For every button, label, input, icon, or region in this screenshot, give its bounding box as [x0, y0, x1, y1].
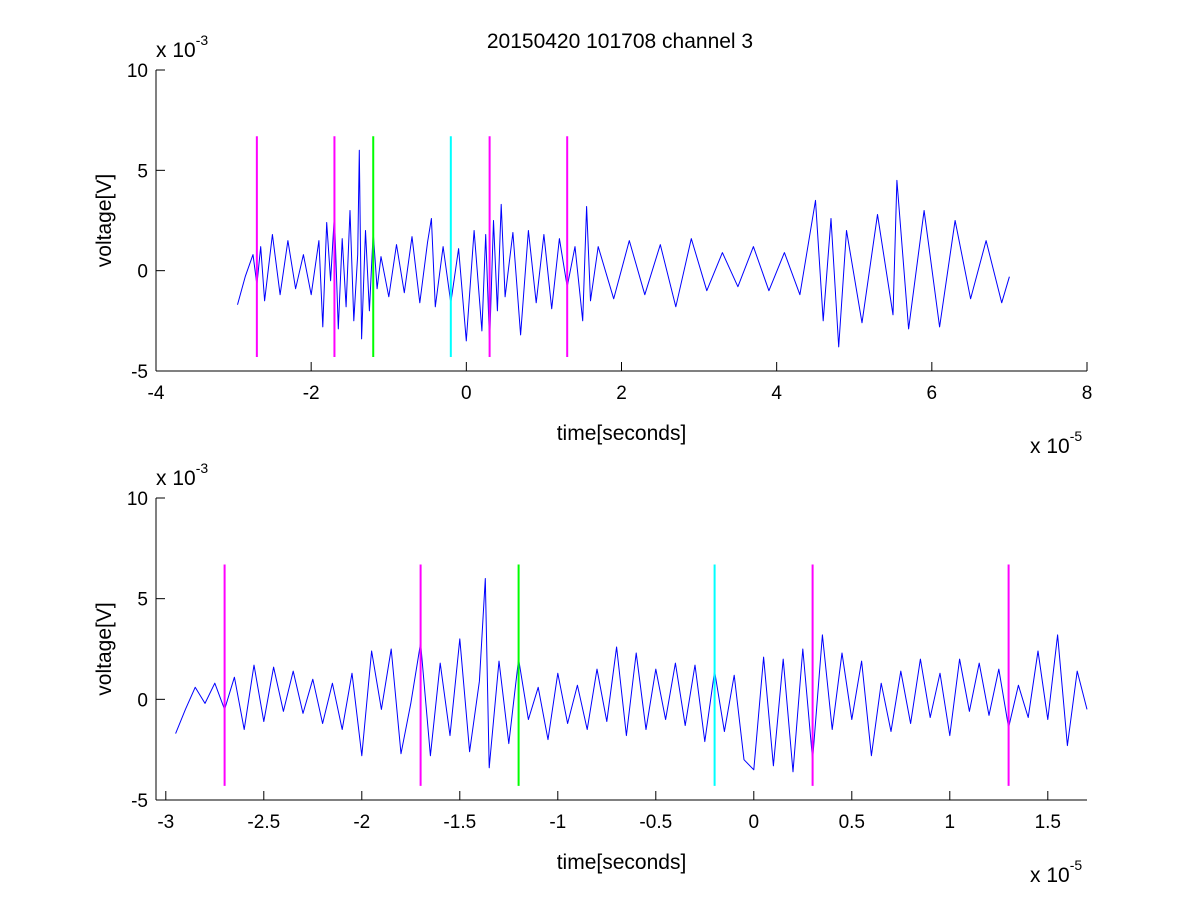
- x-tick-label: -1: [549, 812, 566, 833]
- x-tick-label: -4: [148, 383, 165, 404]
- x-multiplier-top: x 10-5: [1030, 428, 1082, 458]
- x-tick-label: -0.5: [639, 812, 672, 833]
- y-multiplier-top: x 10-3: [156, 32, 208, 62]
- y-tick-label: 5: [137, 161, 148, 182]
- y-multiplier-bottom: x 10-3: [156, 460, 208, 490]
- x-tick-label: -2: [303, 383, 320, 404]
- x-tick-label: 4: [771, 383, 782, 404]
- x-tick-label: 1.5: [1035, 812, 1061, 833]
- y-tick-label: -5: [131, 791, 148, 812]
- y-axis-label-bottom: voltage[V]: [93, 602, 116, 695]
- y-tick-label: 0: [137, 262, 148, 283]
- x-tick-label: -2.5: [247, 812, 280, 833]
- x-tick-label: 8: [1082, 383, 1093, 404]
- x-tick-label: -3: [157, 812, 174, 833]
- x-tick-label: 0: [749, 812, 760, 833]
- plot-area-bottom: [175, 564, 1088, 786]
- y-tick-label: 10: [127, 61, 148, 82]
- x-tick-label: 2: [616, 383, 627, 404]
- y-tick-label: 5: [137, 590, 148, 611]
- axes-bottom: -3 -2.5 -2 -1.5 -1 -0.5 0 0.5 1 1.5 -5 0 5 10 time[se…: [93, 460, 1088, 887]
- signal-line-top: [237, 149, 1010, 348]
- x-axis-label-top: time[seconds]: [557, 422, 687, 445]
- x-axis-label-bottom: time[seconds]: [557, 851, 687, 874]
- x-tick-label: -2: [353, 812, 370, 833]
- plot-area-top: [237, 136, 1010, 357]
- y-tick-label: 10: [127, 489, 148, 510]
- y-tick-label: 0: [137, 690, 148, 711]
- x-tick-label: 1: [945, 812, 956, 833]
- ticks-top: -4 -2 0 2 4 6 8 -5 0 5 10: [127, 61, 1092, 404]
- x-multiplier-bottom: x 10-5: [1030, 857, 1082, 887]
- x-tick-label: 6: [927, 383, 938, 404]
- figure-title: 20150420 101708 channel 3: [487, 30, 753, 53]
- y-axis-label-top: voltage[V]: [93, 174, 116, 267]
- signal-line-bottom: [175, 578, 1088, 773]
- y-tick-label: -5: [131, 362, 148, 383]
- x-tick-label: 0.5: [839, 812, 865, 833]
- x-tick-label: 0: [461, 383, 472, 404]
- axes-top: -4 -2 0 2 4 6 8 -5 0 5 10 time[seconds] voltage[V]…: [93, 32, 1092, 458]
- x-tick-label: -1.5: [443, 812, 476, 833]
- ticks-bottom: -3 -2.5 -2 -1.5 -1 -0.5 0 0.5 1 1.5 -5 0 5 10: [127, 489, 1087, 833]
